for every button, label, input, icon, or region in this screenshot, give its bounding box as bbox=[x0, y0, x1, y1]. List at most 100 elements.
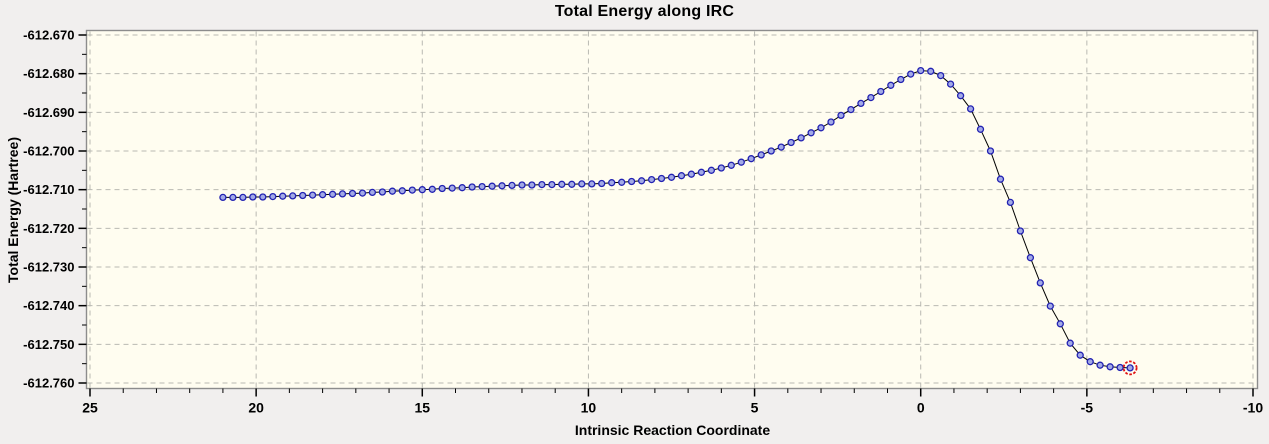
data-point-marker[interactable] bbox=[647, 175, 656, 184]
data-point-marker[interactable] bbox=[259, 193, 267, 201]
data-point-marker[interactable] bbox=[827, 118, 835, 126]
data-point-marker[interactable] bbox=[458, 184, 466, 192]
data-point-marker[interactable] bbox=[1066, 339, 1074, 347]
data-point-marker[interactable] bbox=[308, 191, 317, 199]
data-point-marker[interactable] bbox=[917, 66, 925, 75]
data-point-marker[interactable] bbox=[528, 181, 536, 189]
data-point-marker[interactable] bbox=[637, 177, 646, 185]
data-point-marker[interactable] bbox=[338, 190, 347, 198]
data-point-marker[interactable] bbox=[1056, 320, 1064, 328]
data-point-marker[interactable] bbox=[388, 187, 397, 195]
plot-area[interactable] bbox=[86, 30, 1258, 389]
data-point-marker[interactable] bbox=[897, 75, 905, 84]
data-point-marker[interactable] bbox=[1096, 361, 1104, 369]
data-point-marker[interactable] bbox=[289, 192, 297, 200]
data-point-marker[interactable] bbox=[408, 186, 416, 194]
selected-point-highlight-ring[interactable] bbox=[1122, 360, 1138, 376]
data-point-marker[interactable] bbox=[667, 173, 676, 181]
data-point-marker[interactable] bbox=[687, 170, 696, 178]
data-point-marker[interactable] bbox=[1046, 302, 1054, 310]
data-point-marker[interactable] bbox=[508, 181, 516, 190]
data-point-marker[interactable] bbox=[398, 187, 406, 195]
data-point-marker[interactable] bbox=[348, 189, 357, 198]
data-point-marker[interactable] bbox=[747, 155, 755, 163]
data-point-marker[interactable] bbox=[1026, 254, 1035, 262]
data-point-marker[interactable] bbox=[817, 124, 825, 132]
data-point-marker[interactable] bbox=[438, 184, 446, 193]
data-point-marker[interactable] bbox=[627, 177, 636, 186]
data-point-marker[interactable] bbox=[657, 174, 666, 183]
data-point-marker[interactable] bbox=[299, 191, 307, 200]
data-point-marker[interactable] bbox=[837, 111, 845, 120]
data-point-marker[interactable] bbox=[996, 175, 1005, 183]
data-point-marker[interactable] bbox=[1016, 227, 1025, 235]
data-point-marker[interactable] bbox=[418, 186, 426, 194]
data-point-marker[interactable] bbox=[368, 188, 377, 197]
data-point-marker[interactable] bbox=[358, 189, 367, 197]
data-point-marker[interactable] bbox=[847, 105, 855, 114]
data-point-marker[interactable] bbox=[279, 192, 287, 200]
data-point-marker[interactable] bbox=[976, 125, 985, 133]
data-point-marker[interactable] bbox=[777, 143, 785, 151]
data-point-marker[interactable] bbox=[1116, 363, 1124, 372]
data-point-marker[interactable] bbox=[717, 164, 725, 172]
data-point-marker[interactable] bbox=[219, 193, 227, 202]
data-point-marker[interactable] bbox=[548, 180, 556, 189]
data-point-marker[interactable] bbox=[269, 192, 277, 201]
data-point-marker[interactable] bbox=[677, 172, 686, 180]
data-point-marker[interactable] bbox=[318, 191, 327, 199]
y-tick-labels: -612.670 -612.680 -612.690 -612.700 -612.710… bbox=[23, 28, 74, 391]
data-point-marker[interactable] bbox=[857, 99, 865, 108]
data-point-marker[interactable] bbox=[956, 92, 965, 100]
data-point-marker[interactable] bbox=[588, 180, 596, 188]
data-point-marker[interactable] bbox=[538, 180, 546, 189]
data-point-marker[interactable] bbox=[887, 81, 895, 89]
data-point-marker[interactable] bbox=[518, 181, 526, 189]
data-point-marker[interactable] bbox=[598, 179, 606, 188]
data-point-marker[interactable] bbox=[239, 193, 247, 202]
data-point-marker[interactable] bbox=[328, 190, 337, 198]
data-point-marker[interactable] bbox=[1036, 279, 1044, 287]
data-point-marker[interactable] bbox=[428, 185, 436, 193]
data-point-marker[interactable] bbox=[797, 134, 805, 142]
data-point-marker[interactable] bbox=[946, 80, 955, 88]
data-point-markers[interactable] bbox=[219, 66, 1134, 372]
data-point-marker[interactable] bbox=[578, 180, 586, 188]
data-point-marker[interactable] bbox=[966, 105, 975, 113]
data-point-marker[interactable] bbox=[727, 161, 735, 169]
data-point-marker[interactable] bbox=[767, 147, 775, 155]
data-point-marker[interactable] bbox=[448, 184, 456, 192]
svg-text:0: 0 bbox=[917, 400, 925, 416]
data-point-marker[interactable] bbox=[737, 158, 745, 166]
data-point-marker[interactable] bbox=[229, 193, 237, 202]
data-point-marker[interactable] bbox=[877, 87, 885, 96]
data-point-marker[interactable] bbox=[867, 93, 875, 102]
data-point-marker[interactable] bbox=[608, 179, 616, 187]
data-point-marker[interactable] bbox=[937, 71, 945, 80]
data-point-marker[interactable] bbox=[249, 193, 257, 201]
data-point-marker[interactable] bbox=[927, 67, 935, 75]
data-point-marker[interactable] bbox=[787, 138, 795, 147]
data-point-marker[interactable] bbox=[1086, 358, 1094, 366]
data-point-marker[interactable] bbox=[498, 182, 506, 190]
data-point-marker[interactable] bbox=[986, 147, 995, 155]
data-point-marker[interactable] bbox=[907, 70, 915, 78]
data-point-marker[interactable] bbox=[807, 129, 815, 137]
data-point-marker[interactable] bbox=[378, 188, 387, 196]
data-point-marker[interactable] bbox=[568, 180, 576, 188]
data-point-marker[interactable] bbox=[558, 180, 566, 188]
data-point-marker[interactable] bbox=[488, 182, 496, 190]
data-point-marker[interactable] bbox=[707, 166, 716, 174]
data-point-marker[interactable] bbox=[468, 183, 476, 191]
data-point-marker[interactable] bbox=[697, 168, 706, 176]
data-point-marker[interactable] bbox=[618, 178, 626, 186]
data-point-marker[interactable] bbox=[478, 182, 486, 191]
svg-text:-612.720: -612.720 bbox=[23, 221, 74, 236]
data-point-marker[interactable] bbox=[1076, 351, 1084, 359]
data-point-marker[interactable] bbox=[1006, 198, 1015, 207]
data-point-marker[interactable] bbox=[757, 151, 765, 159]
data-point-marker[interactable] bbox=[1126, 364, 1134, 372]
svg-text:25: 25 bbox=[82, 400, 98, 416]
data-point-marker[interactable] bbox=[1106, 363, 1114, 371]
